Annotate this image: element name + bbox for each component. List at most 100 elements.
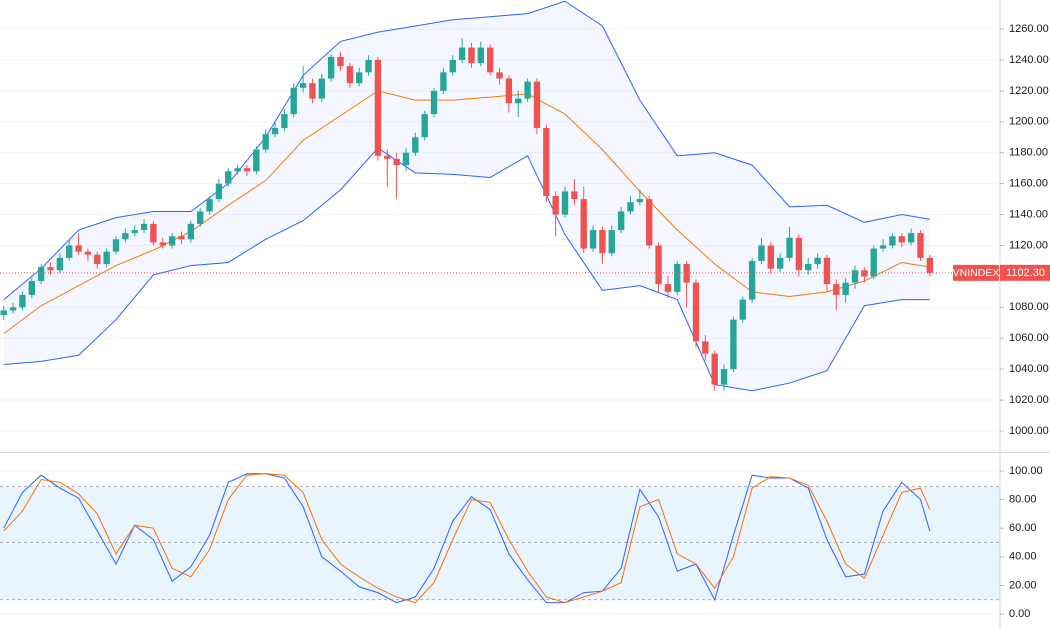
candle-body (833, 284, 840, 295)
y-tick-label: 1080.00 (1009, 301, 1049, 313)
candle-body (0, 310, 7, 316)
candle-body (814, 257, 821, 265)
candle (805, 257, 812, 275)
candle (776, 253, 784, 272)
candle-body (140, 223, 148, 231)
candle (103, 248, 110, 268)
candle (589, 225, 597, 252)
candle-body (131, 230, 138, 234)
candle (19, 291, 26, 311)
candle-body (543, 127, 550, 197)
candle (84, 248, 92, 261)
candle (150, 220, 157, 246)
candle-body (449, 59, 456, 73)
candle (412, 132, 419, 156)
candle (617, 206, 625, 234)
candle (37, 264, 45, 285)
candle-body (234, 168, 241, 172)
candle-body (356, 72, 363, 84)
candle-body (94, 254, 101, 265)
candle-body (299, 83, 307, 88)
candle (748, 257, 756, 303)
candle-body (533, 81, 541, 128)
candle-body (898, 236, 905, 243)
candle (823, 254, 831, 292)
candle-body (674, 264, 681, 292)
candle (496, 67, 503, 85)
candle (636, 189, 644, 206)
candle-body (786, 237, 793, 258)
candle-body (197, 211, 204, 224)
last-price-label: 1102.30 (1006, 267, 1045, 279)
candle-body (243, 168, 251, 172)
candle-body (112, 239, 120, 252)
candle (75, 233, 82, 255)
candle (449, 55, 456, 76)
candle-body (589, 230, 597, 249)
y-tick-label: 1060.00 (1009, 332, 1049, 344)
candle-body (374, 59, 382, 156)
y-tick-label: 1020.00 (1009, 394, 1049, 406)
candle-body (851, 270, 859, 283)
candle (271, 123, 279, 138)
band-middle (3, 90, 930, 334)
candle (889, 233, 896, 249)
candle-body (412, 137, 419, 153)
candle (9, 302, 17, 314)
candle (655, 242, 662, 292)
candle (440, 67, 447, 94)
candle-body (365, 59, 372, 73)
candle-body (327, 56, 335, 79)
candle-body (477, 47, 485, 64)
candle-body (37, 267, 45, 282)
candle (533, 78, 541, 135)
candle-body (917, 233, 924, 258)
candle-body (552, 196, 559, 215)
candle-body (262, 134, 269, 150)
candle (299, 66, 307, 93)
candle (430, 87, 438, 118)
candle-body (758, 245, 765, 261)
candle (140, 219, 148, 234)
candle-body (84, 251, 92, 255)
candle (917, 230, 924, 261)
candle (786, 226, 793, 261)
candle-body (168, 236, 176, 246)
candle (421, 110, 428, 141)
candle (243, 165, 251, 176)
candle-body (56, 257, 64, 271)
y-tick-label: 20.00 (1009, 579, 1037, 591)
candle (0, 305, 7, 320)
candle-body (711, 353, 718, 385)
candle-body (206, 199, 213, 212)
y-tick-label: 1000.00 (1009, 425, 1049, 437)
candle-body (150, 223, 157, 243)
candle-body (28, 281, 35, 295)
y-tick-label: 80.00 (1009, 493, 1037, 505)
candle (711, 350, 718, 391)
candle-body (683, 264, 690, 283)
candle (458, 38, 466, 64)
candle-body (9, 307, 17, 311)
candle (870, 245, 877, 280)
candle-body (318, 78, 325, 99)
candle (66, 239, 73, 261)
candle-body (215, 183, 223, 200)
candle-body (47, 267, 54, 271)
candle (262, 129, 269, 153)
y-tick-label: 60.00 (1009, 522, 1037, 534)
candle (374, 56, 382, 161)
candle (486, 44, 494, 76)
candle (178, 231, 185, 244)
y-tick-label: 1040.00 (1009, 363, 1049, 375)
candle-body (524, 81, 531, 99)
candle (608, 225, 615, 257)
candle-body (346, 66, 354, 84)
candle-body (225, 171, 232, 184)
candle (290, 83, 297, 118)
candle-body (271, 127, 279, 135)
band-fill (0, 486, 1000, 600)
candle (580, 186, 587, 254)
candle (552, 191, 559, 237)
candle (599, 226, 606, 265)
